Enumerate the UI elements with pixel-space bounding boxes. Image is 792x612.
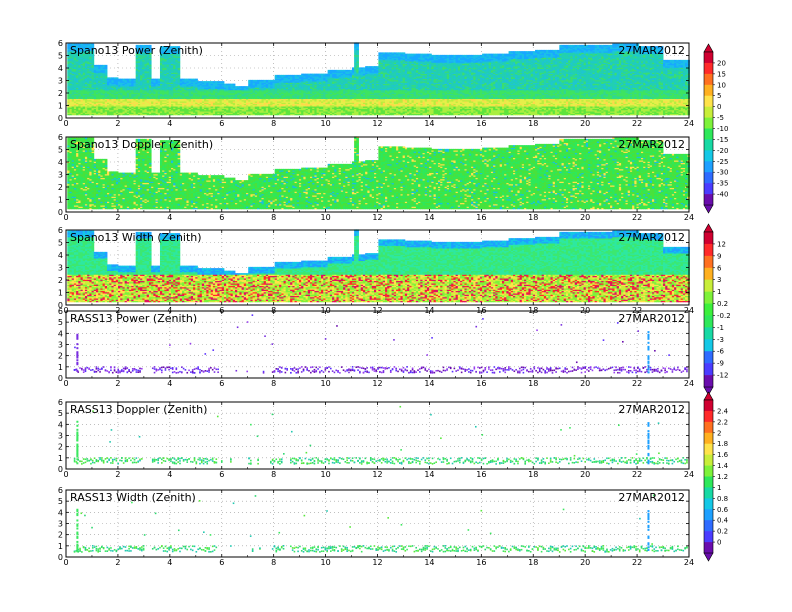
radar-profiler-figure: 0 2 4 6 8 10 12 14 16 18 20 22 240123456Spano13 Powe… xyxy=(0,0,792,612)
data-cell xyxy=(105,65,108,67)
